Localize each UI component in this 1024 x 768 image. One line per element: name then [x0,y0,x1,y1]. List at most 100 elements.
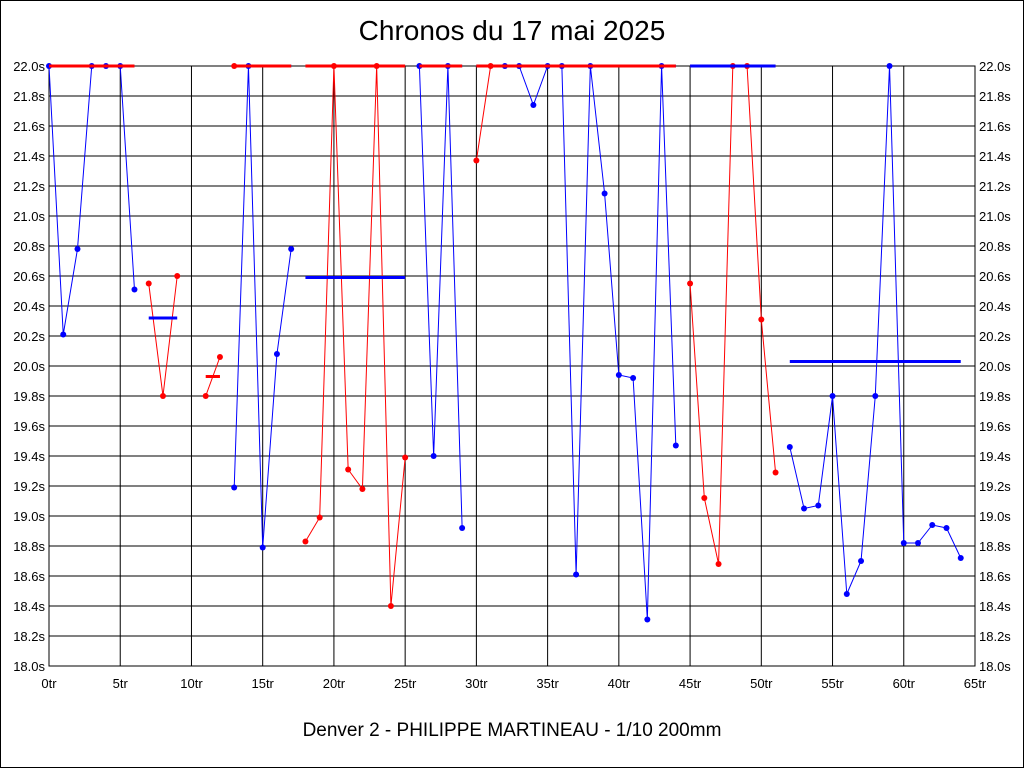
x-tick-label: 50tr [750,676,773,691]
series-line [305,65,406,607]
data-point [259,544,266,551]
data-point [886,63,893,69]
data-point [387,603,394,609]
data-point [815,502,822,509]
series-line [48,65,135,335]
y-tick-label-right: 18.6s [979,569,1011,584]
data-point [174,273,181,279]
y-tick-label-right: 19.0s [979,509,1011,524]
data-point [601,190,608,197]
y-tick-label-left: 20.4s [13,299,45,314]
y-tick-label-left: 21.8s [13,89,45,104]
y-tick-label-left: 18.8s [13,539,45,554]
y-tick-label-left: 19.2s [13,479,45,494]
y-tick-label-right: 21.6s [979,119,1011,134]
y-tick-label-left: 19.6s [13,419,45,434]
y-tick-label-left: 18.6s [13,569,45,584]
data-point [829,393,836,399]
data-point [630,375,637,381]
data-point [573,571,580,578]
series-line [789,65,962,595]
data-point [202,393,209,399]
series-line [205,356,221,397]
data-point [159,393,166,399]
data-point [231,63,238,69]
x-tick-label: 20tr [323,676,346,691]
y-tick-label-left: 20.2s [13,329,45,344]
data-point [231,484,238,491]
data-point [373,63,380,69]
data-point [302,538,309,545]
y-tick-label-right: 20.0s [979,359,1011,374]
series-line [504,65,677,620]
x-tick-label: 55tr [821,676,844,691]
y-tick-label-left: 19.4s [13,449,45,464]
series-line [475,65,492,161]
data-point [786,444,793,450]
data-point [359,486,366,492]
y-tick-label-left: 19.8s [13,389,45,404]
y-tick-label-right: 20.2s [979,329,1011,344]
data-point [459,525,466,531]
y-tick-label-right: 19.6s [979,419,1011,434]
y-tick-label-left: 19.0s [13,509,45,524]
y-tick-label-right: 20.6s [979,269,1011,284]
data-point [74,246,81,252]
y-tick-label-right: 21.8s [979,89,1011,104]
series-line [418,65,463,529]
x-tick-label: 65tr [964,676,987,691]
data-point [430,453,437,459]
data-point [929,522,936,528]
y-tick-label-right: 21.0s [979,209,1011,224]
x-tick-label: 15tr [251,676,274,691]
data-point [615,372,622,378]
data-point [872,393,879,399]
x-tick-label: 45tr [679,676,702,691]
data-point [530,102,537,108]
y-tick-label-left: 18.2s [13,629,45,644]
data-point [915,540,922,546]
data-point [288,246,295,252]
y-tick-label-left: 20.8s [13,239,45,254]
y-tick-label-right: 20.8s [979,239,1011,254]
y-tick-label-left: 21.0s [13,209,45,224]
data-point [216,354,223,360]
data-point [402,454,409,461]
x-tick-label: 25tr [394,676,417,691]
data-point [758,316,765,323]
y-tick-label-right: 18.8s [979,539,1011,554]
data-point [801,505,808,512]
y-tick-label-left: 21.6s [13,119,45,134]
y-tick-label-right: 21.4s [979,149,1011,164]
y-tick-label-right: 18.2s [979,629,1011,644]
data-point [843,591,850,597]
y-tick-label-right: 18.4s [979,599,1011,614]
chart-title: Chronos du 17 mai 2025 [358,15,666,46]
data-point [943,525,950,531]
x-tick-label: 30tr [465,676,488,691]
y-tick-label-right: 18.0s [979,659,1011,674]
y-tick-label-right: 21.2s [979,179,1011,194]
data-point [858,558,865,564]
data-point [900,540,907,546]
y-tick-label-left: 21.2s [13,179,45,194]
series-line [689,65,777,565]
y-tick-label-right: 19.2s [979,479,1011,494]
data-point [273,351,280,357]
chart-subtitle: Denver 2 - PHILIPPE MARTINEAU - 1/10 200… [302,720,722,741]
y-tick-label-left: 20.6s [13,269,45,284]
data-point [473,157,480,164]
data-point [715,561,722,567]
data-point [957,555,964,561]
data-point [772,469,779,476]
y-tick-label-right: 19.8s [979,389,1011,404]
y-tick-label-left: 18.4s [13,599,45,614]
y-tick-label-right: 19.4s [979,449,1011,464]
data-point [145,280,152,287]
data-point [60,331,67,338]
data-point [345,466,352,473]
x-tick-label: 0tr [41,676,57,691]
y-tick-label-right: 20.4s [979,299,1011,314]
data-point [316,514,323,521]
